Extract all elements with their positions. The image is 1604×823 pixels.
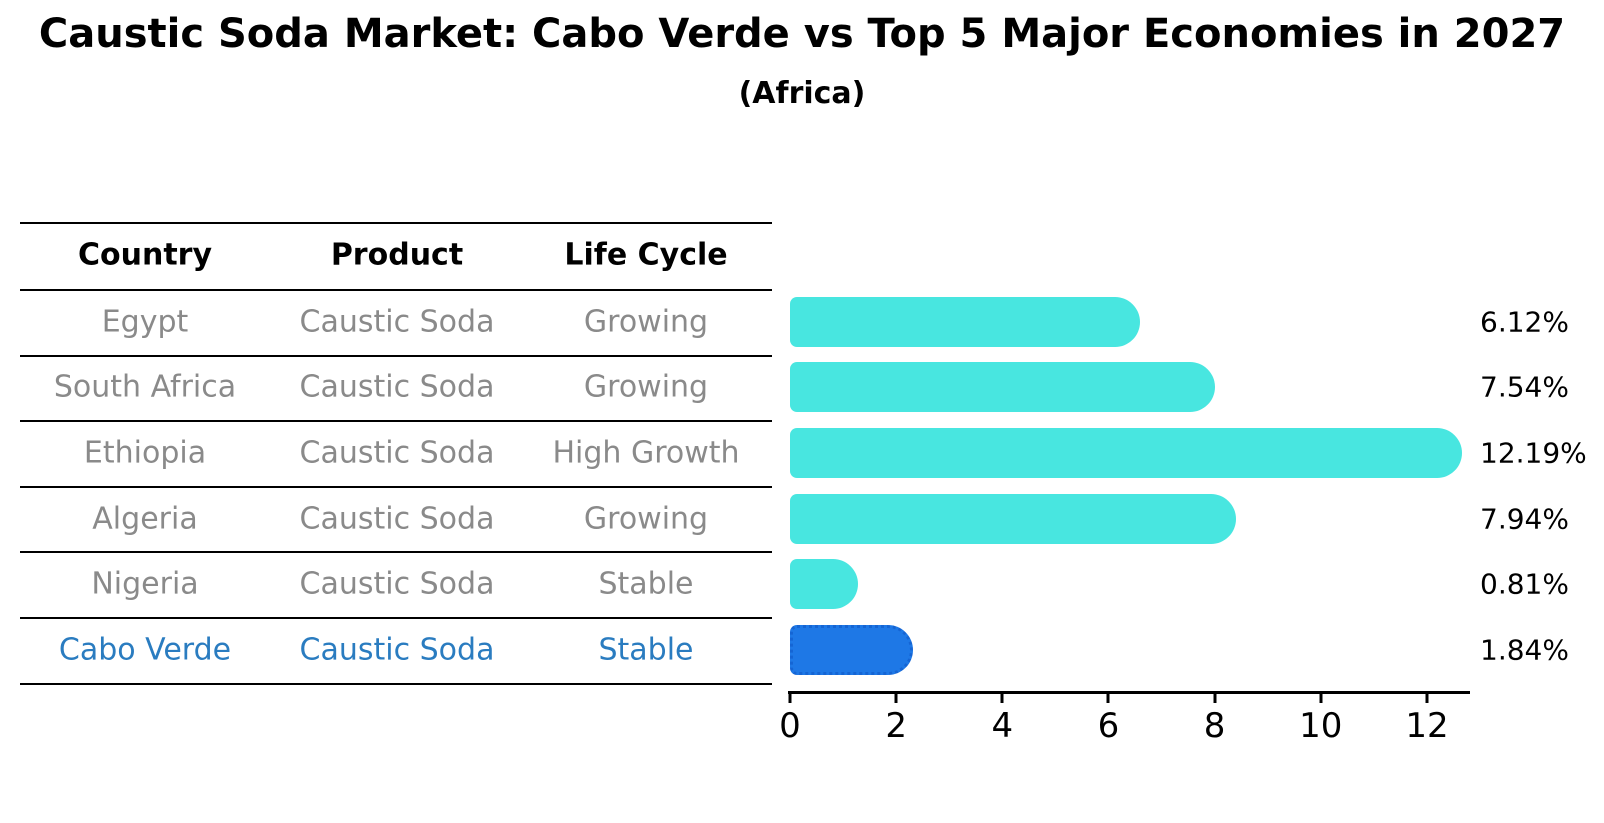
table-cell-product: Caustic Soda bbox=[299, 369, 495, 405]
bar bbox=[790, 296, 1140, 347]
bar-value-label: 7.94% bbox=[1480, 502, 1569, 536]
bar-cabo-verde bbox=[790, 624, 913, 675]
table-cell-product: Caustic Soda bbox=[299, 501, 495, 537]
x-axis-tick-label: 8 bbox=[1203, 706, 1226, 746]
table-cell-life-cycle: Stable bbox=[598, 632, 694, 668]
x-axis-tick bbox=[1106, 693, 1110, 703]
table-cell-life-cycle: Growing bbox=[583, 369, 709, 405]
x-axis-tick bbox=[1319, 693, 1323, 703]
x-axis-tick-label: 12 bbox=[1405, 706, 1449, 746]
x-axis-line bbox=[788, 691, 1470, 694]
table-header-product: Product bbox=[330, 237, 464, 273]
bar bbox=[790, 428, 1463, 478]
table-header-country: Country bbox=[77, 237, 213, 273]
table-cell-country: Algeria bbox=[92, 501, 198, 537]
bar-value-label: 6.12% bbox=[1480, 305, 1569, 339]
x-axis-tick bbox=[788, 693, 792, 703]
table-cell-country: Ethiopia bbox=[83, 435, 207, 471]
bar-value-label: 12.19% bbox=[1480, 436, 1587, 470]
table-cell-country: South Africa bbox=[53, 369, 237, 405]
table-cell-product: Caustic Soda bbox=[299, 435, 495, 471]
bar bbox=[790, 493, 1237, 544]
bar-value-label: 1.84% bbox=[1480, 633, 1569, 667]
x-axis-tick bbox=[1425, 693, 1429, 703]
x-axis-tick bbox=[894, 693, 898, 703]
table-row-separator bbox=[20, 682, 772, 685]
x-axis-tick bbox=[1000, 693, 1004, 703]
table-row-separator bbox=[20, 617, 772, 619]
table-cell-product: Caustic Soda bbox=[299, 632, 495, 668]
table-cell-life-cycle: Growing bbox=[583, 304, 709, 340]
bar-value-label: 0.81% bbox=[1480, 567, 1569, 601]
table-cell-product: Caustic Soda bbox=[299, 566, 495, 602]
x-axis-tick-label: 4 bbox=[991, 706, 1014, 746]
table-header-life-cycle: Life Cycle bbox=[564, 237, 728, 273]
table-row-separator bbox=[20, 354, 772, 357]
chart-title: Caustic Soda Market: Cabo Verde vs Top 5… bbox=[38, 11, 1566, 57]
x-axis-tick-label: 2 bbox=[885, 706, 907, 746]
chart-subtitle: (Africa) bbox=[738, 76, 866, 111]
bar bbox=[790, 559, 858, 610]
table-cell-life-cycle: Stable bbox=[598, 566, 694, 602]
table-row-separator bbox=[20, 551, 772, 554]
x-axis-tick-label: 10 bbox=[1299, 706, 1343, 746]
table-cell-product: Caustic Soda bbox=[299, 304, 495, 340]
table-cell-country: Cabo Verde bbox=[58, 632, 232, 668]
table-cell-country: Nigeria bbox=[91, 566, 199, 602]
x-axis-tick bbox=[1213, 693, 1217, 703]
table-cell-life-cycle: Growing bbox=[583, 501, 709, 537]
x-axis-tick-label: 6 bbox=[1097, 706, 1120, 746]
table-top-border bbox=[20, 222, 772, 224]
table-cell-country: Egypt bbox=[101, 304, 189, 340]
table-cell-life-cycle: High Growth bbox=[552, 435, 740, 471]
table-row-separator bbox=[20, 420, 772, 423]
bar bbox=[790, 362, 1216, 413]
table-row-separator bbox=[20, 289, 772, 291]
bar-value-label: 7.54% bbox=[1480, 370, 1569, 404]
x-axis-tick-label: 0 bbox=[779, 706, 801, 746]
table-row-separator bbox=[20, 485, 772, 488]
